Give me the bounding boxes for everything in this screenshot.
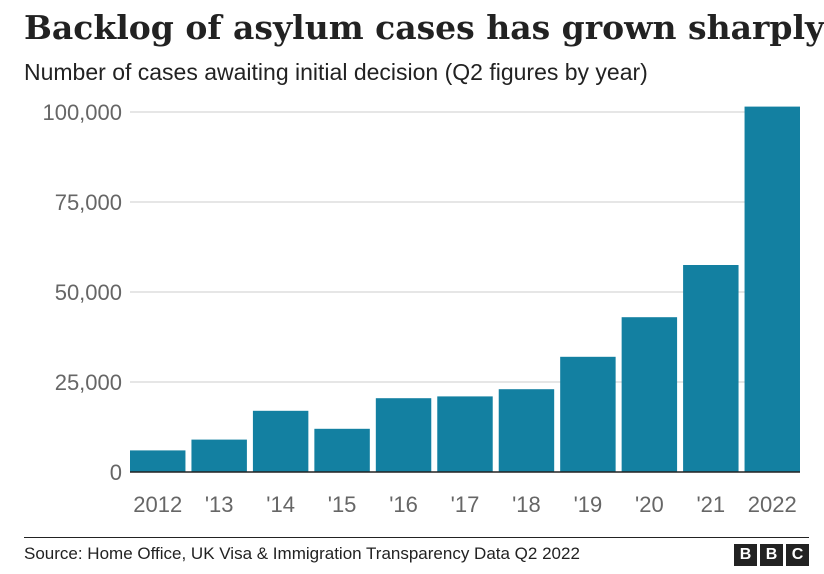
bbc-logo-block: C [786,544,809,566]
x-tick-label: '13 [205,492,234,517]
y-tick-label: 75,000 [55,190,122,215]
x-tick-label: '20 [635,492,664,517]
x-tick-label: 2012 [133,492,182,517]
bar [621,317,678,472]
y-tick-label: 0 [110,460,122,485]
chart-subtitle: Number of cases awaiting initial decisio… [24,59,648,85]
bar [191,439,247,472]
bars [130,106,800,472]
bar [314,428,370,472]
y-tick-label: 25,000 [55,370,122,395]
x-tick-label: '16 [389,492,418,517]
source-note: Source: Home Office, UK Visa & Immigrati… [24,544,580,563]
x-tick-label: '21 [696,492,725,517]
x-tick-label: '15 [328,492,357,517]
x-tick-label: '18 [512,492,541,517]
chart-title: Backlog of asylum cases has grown sharpl… [24,8,824,47]
y-tick-label: 50,000 [55,280,122,305]
x-tick-label: '17 [451,492,480,517]
y-tick-label: 100,000 [42,100,122,125]
bbc-logo: B B C [734,544,809,566]
bbc-logo-block: B [760,544,783,566]
bar [560,356,616,472]
x-axis-tick-labels: 2012 '13 '14 '15 '16 '17 '18 '19 '20 '21 2022 [133,492,796,517]
footer-divider [24,537,809,538]
bar [437,396,493,472]
bar [498,389,555,472]
bar [683,265,739,472]
x-tick-label: '14 [266,492,295,517]
bar [252,410,309,472]
y-axis-tick-labels: 0 25,000 50,000 75,000 100,000 [42,100,122,485]
bar [130,450,186,472]
x-tick-label: '19 [574,492,603,517]
bbc-logo-block: B [734,544,757,566]
x-tick-label: 2022 [748,492,797,517]
bar [744,106,800,472]
bar [375,398,432,472]
